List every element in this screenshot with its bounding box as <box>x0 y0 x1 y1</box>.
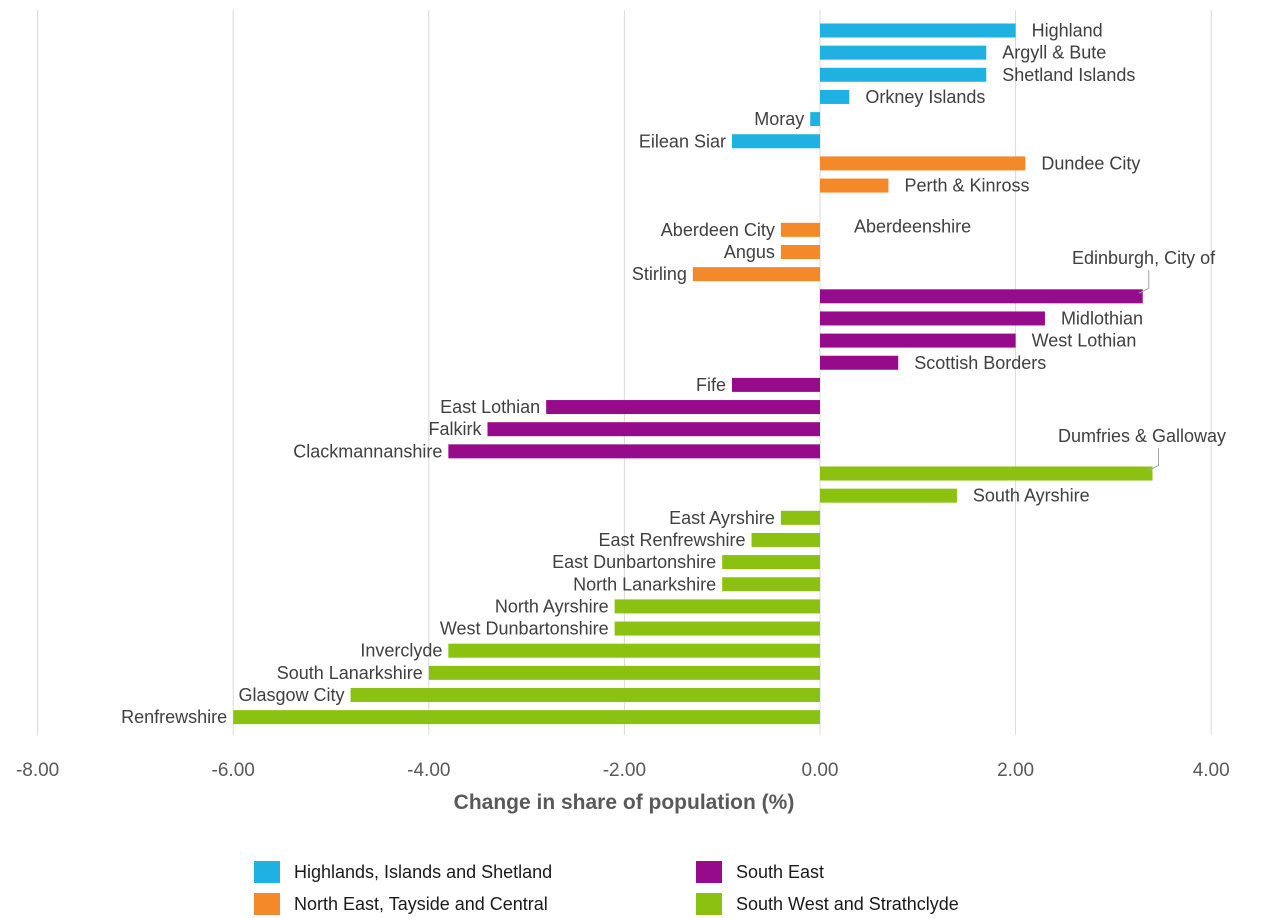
bar <box>722 577 820 592</box>
bar-label: Moray <box>754 109 804 129</box>
bar-label: East Dunbartonshire <box>552 552 716 572</box>
bar-label: East Ayrshire <box>669 508 775 528</box>
bar-label: Orkney Islands <box>865 87 985 107</box>
bar-label: Edinburgh, City of <box>1072 248 1216 268</box>
gridlines <box>37 10 1212 735</box>
bar-label: Highland <box>1032 21 1103 41</box>
bar-label: Stirling <box>632 264 687 284</box>
legend-item: South West and Strathclyde <box>696 893 959 915</box>
bar-label: Dundee City <box>1041 153 1140 173</box>
bar-label: Argyll & Bute <box>1002 43 1106 63</box>
bar-label: Falkirk <box>428 419 482 439</box>
x-tick-label: 2.00 <box>997 760 1034 781</box>
bar <box>751 532 820 547</box>
bar <box>820 23 1016 38</box>
bar <box>731 134 820 149</box>
legend-swatch <box>696 861 722 883</box>
bar <box>692 267 820 282</box>
bar-label: Aberdeenshire <box>854 217 971 237</box>
bar <box>820 156 1026 171</box>
bar-label: North Lanarkshire <box>573 574 716 594</box>
bar-label: Eilean Siar <box>639 131 726 151</box>
bar <box>350 688 820 702</box>
legend-label: Highlands, Islands and Shetland <box>294 861 553 882</box>
legend-item: Highlands, Islands and Shetland <box>254 861 552 883</box>
bar-label: Perth & Kinross <box>904 176 1029 196</box>
bar <box>428 665 820 680</box>
legend-label: South East <box>736 861 825 882</box>
bar-label: Angus <box>724 242 775 262</box>
leader-line <box>1148 448 1160 471</box>
bar-label: South Ayrshire <box>973 486 1090 506</box>
bar-label: West Dunbartonshire <box>440 619 609 639</box>
bar <box>820 45 987 60</box>
x-tick-label: 4.00 <box>1193 760 1230 781</box>
bar-label: Glasgow City <box>239 685 345 705</box>
bar <box>780 510 820 525</box>
bar-label: Midlothian <box>1061 308 1143 328</box>
x-axis-title: Change in share of population (%) <box>454 791 795 814</box>
bar-label: North Ayrshire <box>495 596 609 616</box>
bar-label: Dumfries & Galloway <box>1058 426 1226 446</box>
bar-label: Shetland Islands <box>1002 65 1135 85</box>
bar-label: Inverclyde <box>360 641 442 661</box>
bar <box>820 466 1153 481</box>
bar <box>731 377 820 392</box>
x-tick-label: -4.00 <box>407 760 450 781</box>
bar-label: East Lothian <box>440 397 540 417</box>
bar <box>614 599 820 614</box>
bar <box>810 112 820 127</box>
bar <box>820 178 889 193</box>
legend-item: South East <box>696 861 824 883</box>
bars <box>233 23 1153 725</box>
bar-label: Clackmannanshire <box>293 441 442 461</box>
bar-label: Aberdeen City <box>661 220 775 240</box>
bar-label: Renfrewshire <box>121 707 227 727</box>
legend-label: North East, Tayside and Central <box>294 893 548 914</box>
bar <box>820 89 850 104</box>
bar <box>722 555 820 570</box>
legend-item: North East, Tayside and Central <box>254 893 548 915</box>
bar-label: South Lanarkshire <box>277 663 423 683</box>
bar <box>448 643 820 658</box>
bar <box>820 488 957 503</box>
bar <box>448 444 820 459</box>
bar <box>487 422 820 437</box>
bar <box>820 355 899 370</box>
bar-label: West Lothian <box>1032 331 1137 351</box>
bar-label: Fife <box>696 375 726 395</box>
x-tick-label: 0.00 <box>802 760 839 781</box>
bar <box>780 222 820 237</box>
bar <box>233 710 820 725</box>
x-tick-label: -2.00 <box>603 760 646 781</box>
bar-label: Scottish Borders <box>914 353 1046 373</box>
bar <box>780 245 820 259</box>
legend-swatch <box>696 893 722 915</box>
legend-swatch <box>254 861 280 883</box>
bar <box>820 289 1143 304</box>
bar <box>614 621 820 636</box>
label-leader-lines <box>1138 270 1160 471</box>
bar <box>820 333 1016 348</box>
x-tick-label: -6.00 <box>212 760 255 781</box>
bar <box>820 67 987 82</box>
legend-label: South West and Strathclyde <box>736 893 959 914</box>
leader-line <box>1138 270 1150 294</box>
bar-label: East Renfrewshire <box>598 530 745 550</box>
x-axis-tick-labels: -8.00 -6.00 -4.00 -2.00 0.00 2.00 4.00 <box>16 760 1230 781</box>
bar <box>546 400 820 415</box>
legend-swatch <box>254 893 280 915</box>
x-tick-label: -8.00 <box>16 760 59 781</box>
bar <box>820 311 1045 326</box>
